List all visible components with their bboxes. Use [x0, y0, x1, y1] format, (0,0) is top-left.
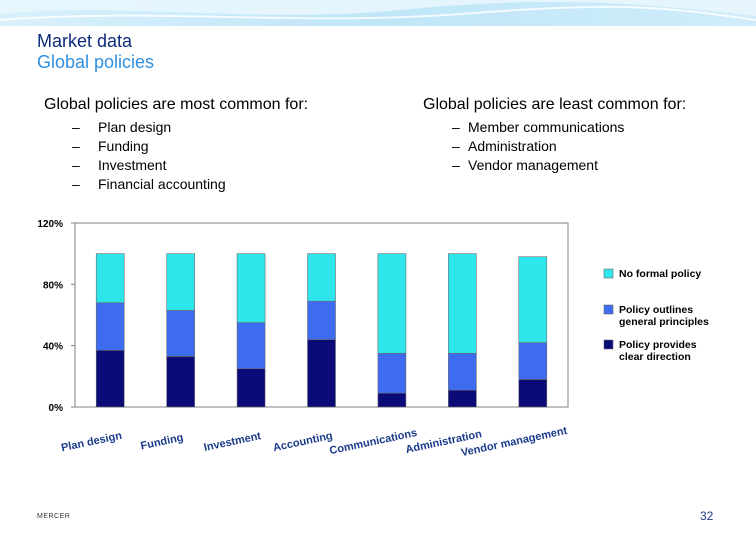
legend-swatch — [603, 268, 614, 279]
bar-segment — [166, 310, 195, 357]
list-item: – Investment — [72, 157, 167, 173]
legend-label: No formal policy — [619, 268, 701, 280]
y-tick-label: 40% — [43, 342, 63, 353]
bar-segment — [95, 302, 125, 351]
bar-segment — [236, 253, 266, 323]
bar-segment — [166, 253, 195, 311]
page-subtitle: Global policies — [37, 52, 155, 72]
list-item: – Vendor management — [452, 157, 598, 173]
header-banner — [0, 0, 756, 26]
bar-segment — [307, 339, 336, 408]
list-item: – Plan design — [72, 119, 172, 135]
bar-segment — [518, 342, 548, 380]
bar-segment — [95, 349, 125, 408]
x-tick-label: Plan design — [60, 430, 123, 455]
x-tick-label: Funding — [140, 432, 185, 453]
bar-segment — [518, 256, 548, 343]
bar-segment — [448, 253, 477, 354]
list-item: – Funding — [72, 138, 149, 154]
list-item: – Administration — [452, 138, 557, 154]
page-number: 32 — [700, 509, 714, 523]
bar-segment — [236, 368, 266, 408]
y-tick-label: 0% — [49, 403, 64, 414]
legend-swatch — [603, 339, 614, 350]
bar-segment — [307, 253, 336, 302]
x-tick-label: Investment — [203, 430, 263, 454]
bar-segment — [95, 253, 125, 304]
page-title: Market data — [37, 31, 133, 51]
bar-segment — [377, 253, 407, 354]
legend-label: clear direction — [619, 351, 691, 363]
y-tick-label: 120% — [37, 219, 63, 230]
legend-label: Policy provides — [619, 339, 697, 351]
left-column-heading: Global policies are most common for: — [44, 96, 309, 113]
legend-label: Policy outlines — [619, 304, 693, 316]
y-tick-label: 80% — [43, 280, 63, 291]
bar-segment — [166, 356, 195, 408]
bar-segment — [377, 392, 407, 408]
right-column-list: – Member communications – Administration –… — [452, 118, 624, 175]
legend-label: general principles — [619, 316, 709, 328]
right-column-heading: Global policies are least common for: — [423, 96, 687, 113]
bar-segment — [518, 379, 548, 408]
x-tick-label: Accounting — [272, 430, 334, 454]
bar-segment — [448, 353, 477, 391]
mercer-logo: MERCER — [37, 513, 71, 520]
bar-segment — [377, 353, 407, 394]
legend-swatch — [603, 304, 614, 315]
list-item: – Member communications — [452, 119, 625, 135]
bar-segment — [448, 389, 477, 408]
x-tick-label: Communications — [328, 427, 418, 457]
bar-segment — [307, 300, 336, 340]
stacked-bar-chart: 0% 40% 80% 120% Plan design Funding Investment… — [37, 219, 709, 459]
list-item: – Financial accounting — [72, 176, 226, 192]
left-column-list: – Plan design – Funding – Investment – Finan… — [72, 118, 226, 194]
bar-segment — [236, 322, 266, 369]
